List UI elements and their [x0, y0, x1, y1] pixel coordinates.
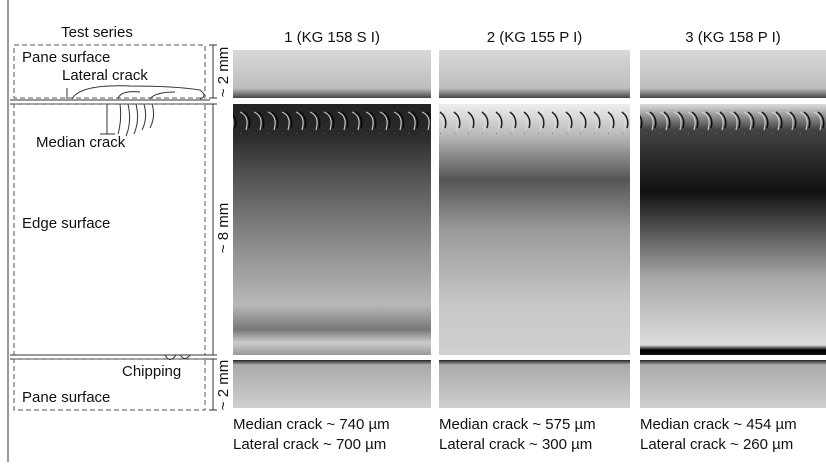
- bottom-box: [13, 358, 206, 411]
- crack-band: [233, 108, 431, 134]
- sample-title: 1 (KG 158 S I): [284, 29, 380, 46]
- dimension-lines: [209, 44, 217, 411]
- top-box: [13, 44, 206, 99]
- separator: [233, 98, 431, 104]
- top-photo: [439, 50, 630, 98]
- label: Chipping: [122, 363, 181, 380]
- dimension: ~ 2 mm: [215, 47, 232, 97]
- lateral-crack-sketch: [66, 85, 205, 100]
- bottom-photo: [233, 360, 431, 408]
- label: Edge surface: [22, 215, 110, 232]
- edge-photo: [233, 104, 431, 355]
- samples: 1 (KG 158 S I) Median crack ~ 740 µm Later…: [233, 29, 826, 453]
- bottom-photo: [640, 360, 826, 408]
- median-crack-sketch: [100, 103, 155, 137]
- caption: Median crack ~ 575 µm: [439, 416, 596, 433]
- edge-photo: [439, 104, 630, 355]
- top-photo: [640, 50, 826, 98]
- top-photo: [233, 50, 431, 98]
- caption: Lateral crack ~ 700 µm: [233, 436, 386, 453]
- caption: Lateral crack ~ 300 µm: [439, 436, 592, 453]
- bottom-photo: [439, 360, 630, 408]
- caption: Lateral crack ~ 260 µm: [640, 436, 793, 453]
- sample-title: 2 (KG 155 P I): [487, 29, 583, 46]
- schematic: Test series Pane surface Lateral crack M…: [10, 24, 232, 411]
- edge-photo: [640, 104, 826, 355]
- sample-title: 3 (KG 158 P I): [685, 29, 781, 46]
- header: Test series: [61, 24, 133, 41]
- caption: Median crack ~ 740 µm: [233, 416, 390, 433]
- label: Pane surface: [22, 49, 110, 66]
- separator: [439, 98, 630, 104]
- separator: [640, 98, 826, 104]
- dimension: ~ 2 mm: [215, 360, 232, 410]
- crack-band: [640, 108, 826, 134]
- caption: Median crack ~ 454 µm: [640, 416, 797, 433]
- label: Median crack: [36, 134, 126, 151]
- dimension: ~ 8 mm: [215, 203, 232, 253]
- label: Pane surface: [22, 389, 110, 406]
- crack-band: [439, 108, 630, 134]
- label: Lateral crack: [62, 67, 148, 84]
- chipping-sketch: [164, 354, 191, 360]
